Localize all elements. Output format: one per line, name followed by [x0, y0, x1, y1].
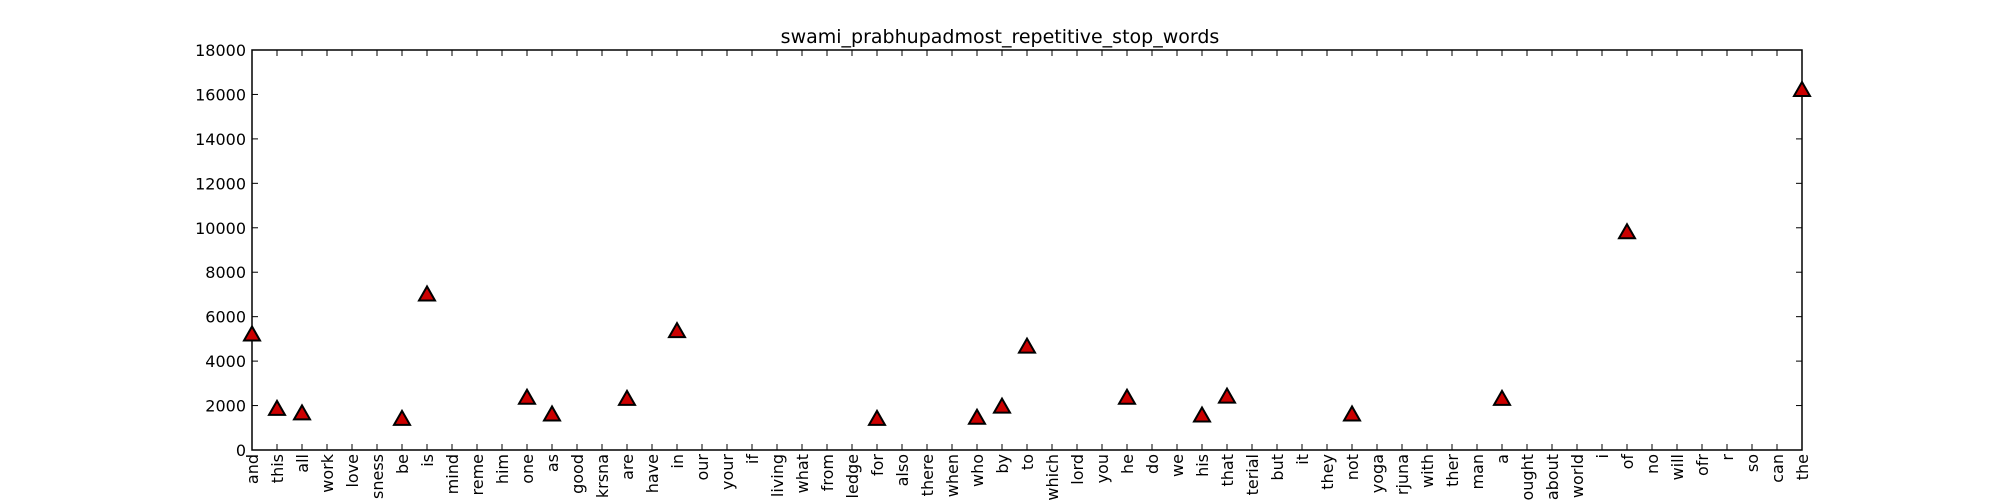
data-point-are: [617, 388, 637, 406]
y-tick-label: 10000: [195, 219, 246, 238]
x-tick-label: what: [793, 454, 812, 493]
data-point-to: [1017, 336, 1037, 354]
x-tick-label: yoga: [1368, 454, 1387, 493]
x-tick-label: with: [1418, 454, 1437, 488]
data-point-a: [1492, 388, 1512, 406]
x-tick-label: our: [693, 454, 712, 481]
x-tick-label: there: [918, 454, 937, 496]
x-tick-label: as: [543, 454, 562, 472]
x-tick-label: the: [1793, 454, 1812, 480]
data-point-he: [1117, 387, 1137, 405]
x-tick-label: living: [768, 454, 787, 497]
data-points: [242, 79, 1812, 426]
y-tick-label: 18000: [195, 41, 246, 60]
chart-title: swami_prabhupadmost_repetitive_stop_word…: [781, 26, 1220, 48]
data-point-is: [417, 284, 437, 302]
data-point-who: [967, 407, 987, 425]
x-tick-label: him: [493, 454, 512, 484]
plot-frame: [251, 49, 1803, 451]
x-tick-label: is: [418, 454, 437, 467]
data-point-not: [1342, 404, 1362, 422]
x-tick-label: but: [1268, 454, 1287, 481]
x-tick-label: it: [1293, 454, 1312, 465]
x-tick-label: for: [868, 454, 887, 476]
x-tick-label: will: [1668, 454, 1687, 480]
data-point-one: [517, 387, 537, 405]
x-tick-label: that: [1218, 454, 1237, 487]
x-tick-label: ofr: [1693, 454, 1712, 476]
y-tick-label: 8000: [205, 263, 246, 282]
x-tick-label: krsna: [593, 454, 612, 498]
x-tick-label: you: [1093, 454, 1112, 483]
x-tick-label: r: [1718, 454, 1737, 461]
y-tick-label: 2000: [205, 397, 246, 416]
x-tick-label: all: [293, 454, 312, 473]
x-tick-label: ther: [1443, 454, 1462, 487]
x-tick-label: mind: [443, 454, 462, 494]
data-point-be: [392, 408, 412, 426]
x-tick-label: no: [1643, 454, 1662, 474]
data-point-his: [1192, 405, 1212, 423]
y-axis: 0 2000 4000 6000 8000 10000 12000 14000 16000 180…: [195, 41, 1802, 460]
x-tick-label: in: [668, 454, 687, 469]
data-point-this: [267, 398, 287, 416]
x-tick-label: about: [1543, 454, 1562, 500]
x-tick-label: do: [1143, 454, 1162, 474]
y-tick-label: 14000: [195, 130, 246, 149]
y-tick-label: 12000: [195, 174, 246, 193]
x-tick-label: rjuna: [1393, 454, 1412, 495]
data-point-the: [1792, 79, 1812, 97]
x-tick-label: his: [1193, 454, 1212, 477]
x-tick-label: he: [1118, 454, 1137, 474]
data-point-in: [667, 321, 687, 339]
x-tick-label: be: [393, 454, 412, 474]
x-tick-label: to: [1018, 454, 1037, 470]
x-tick-label: and: [243, 454, 262, 484]
x-tick-label: can: [1768, 454, 1787, 483]
data-point-for: [867, 408, 887, 426]
x-tick-label: who: [968, 454, 987, 487]
x-tick-label: if: [743, 454, 762, 464]
x-tick-label: of: [1618, 454, 1637, 470]
x-tick-label: a: [1493, 454, 1512, 464]
x-tick-label: good: [568, 454, 587, 494]
x-tick-label: which: [1043, 454, 1062, 500]
y-tick-label: 6000: [205, 308, 246, 327]
x-tick-label: by: [993, 454, 1012, 474]
y-tick-label: 0: [236, 441, 246, 460]
x-axis: and this all work love sness be is mind reme him on…: [243, 50, 1812, 500]
y-tick-label: 16000: [195, 85, 246, 104]
x-tick-label: reme: [468, 454, 487, 496]
data-point-as: [542, 404, 562, 422]
x-tick-label: i: [1593, 454, 1612, 458]
x-tick-label: terial: [1243, 454, 1262, 495]
x-tick-label: also: [893, 454, 912, 486]
x-tick-label: so: [1743, 454, 1762, 472]
data-point-and: [242, 324, 262, 342]
x-tick-label: they: [1318, 454, 1337, 490]
data-point-of: [1617, 222, 1637, 240]
y-tick-label: 4000: [205, 352, 246, 371]
x-tick-label: man: [1468, 454, 1487, 490]
x-tick-label: lord: [1068, 454, 1087, 485]
data-point-all: [292, 403, 312, 421]
x-tick-label: have: [643, 454, 662, 493]
x-tick-label: when: [943, 454, 962, 497]
x-tick-label: your: [718, 454, 737, 490]
x-tick-label: ought: [1518, 454, 1537, 500]
x-tick-label: we: [1168, 454, 1187, 477]
x-tick-label: work: [318, 453, 337, 492]
data-point-by: [992, 396, 1012, 414]
x-tick-label: not: [1343, 454, 1362, 480]
x-tick-label: love: [343, 454, 362, 488]
x-tick-label: this: [268, 454, 287, 483]
data-point-that: [1217, 386, 1237, 404]
x-tick-label: world: [1568, 454, 1587, 498]
x-tick-label: one: [518, 454, 537, 484]
x-tick-label: sness: [368, 454, 387, 499]
x-tick-label: ledge: [843, 454, 862, 498]
x-tick-label: are: [618, 454, 637, 480]
x-tick-label: from: [818, 454, 837, 491]
